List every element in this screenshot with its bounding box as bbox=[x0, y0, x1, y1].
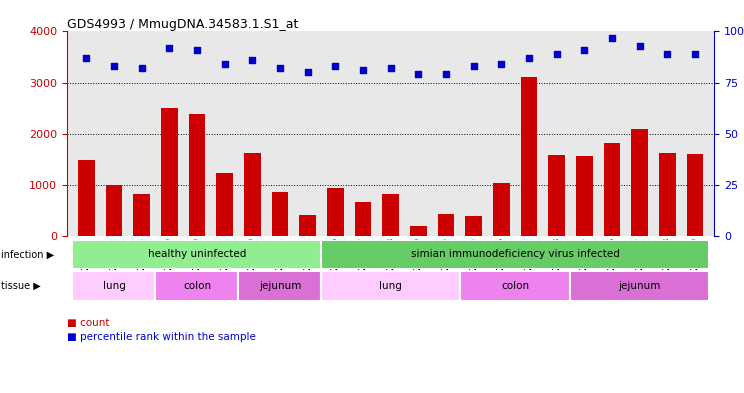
Bar bbox=[327, 188, 344, 236]
Text: infection ▶: infection ▶ bbox=[1, 250, 54, 259]
Text: lung: lung bbox=[379, 281, 402, 291]
Text: ■ count: ■ count bbox=[67, 318, 109, 328]
Bar bbox=[437, 214, 455, 236]
Bar bbox=[321, 271, 460, 301]
Bar bbox=[299, 215, 316, 236]
Point bbox=[468, 63, 480, 69]
Point bbox=[440, 71, 452, 77]
Text: simian immunodeficiency virus infected: simian immunodeficiency virus infected bbox=[411, 250, 620, 259]
Point bbox=[385, 65, 397, 72]
Bar bbox=[521, 77, 537, 236]
Bar bbox=[72, 271, 155, 301]
Text: colon: colon bbox=[501, 281, 529, 291]
Text: healthy uninfected: healthy uninfected bbox=[148, 250, 246, 259]
Bar bbox=[382, 194, 399, 236]
Point bbox=[219, 61, 231, 67]
Point bbox=[330, 63, 341, 69]
Text: colon: colon bbox=[183, 281, 211, 291]
Point bbox=[661, 51, 673, 57]
Text: GDS4993 / MmugDNA.34583.1.S1_at: GDS4993 / MmugDNA.34583.1.S1_at bbox=[67, 18, 298, 31]
Bar bbox=[239, 271, 321, 301]
Bar bbox=[687, 154, 703, 236]
Point bbox=[412, 71, 424, 77]
Point bbox=[80, 55, 92, 61]
Bar bbox=[659, 153, 676, 236]
Bar bbox=[189, 114, 205, 236]
Point bbox=[551, 51, 562, 57]
Text: lung: lung bbox=[103, 281, 126, 291]
Point bbox=[191, 47, 203, 53]
Point bbox=[135, 65, 147, 72]
Text: tissue ▶: tissue ▶ bbox=[1, 281, 40, 291]
Point bbox=[274, 65, 286, 72]
Bar bbox=[465, 217, 482, 236]
Bar bbox=[106, 185, 122, 236]
Point bbox=[523, 55, 535, 61]
Bar bbox=[631, 129, 648, 236]
Bar bbox=[493, 183, 510, 236]
Point bbox=[689, 51, 701, 57]
Bar bbox=[217, 173, 233, 236]
Bar bbox=[244, 153, 260, 236]
Bar bbox=[133, 194, 150, 236]
Bar bbox=[576, 156, 592, 236]
Point bbox=[246, 57, 258, 63]
Point bbox=[606, 35, 618, 41]
Bar bbox=[72, 240, 321, 269]
Bar bbox=[161, 108, 178, 236]
Text: ■ percentile rank within the sample: ■ percentile rank within the sample bbox=[67, 332, 256, 342]
Point bbox=[164, 45, 176, 51]
Bar bbox=[272, 192, 288, 236]
Point bbox=[357, 67, 369, 73]
Bar bbox=[603, 143, 620, 236]
Point bbox=[108, 63, 120, 69]
Bar bbox=[571, 271, 709, 301]
Point bbox=[634, 42, 646, 49]
Bar bbox=[355, 202, 371, 236]
Text: jejunum: jejunum bbox=[259, 281, 301, 291]
Point bbox=[578, 47, 590, 53]
Bar bbox=[548, 155, 565, 236]
Bar bbox=[460, 271, 571, 301]
Bar bbox=[78, 160, 94, 236]
Bar bbox=[410, 226, 426, 236]
Text: jejunum: jejunum bbox=[618, 281, 661, 291]
Bar bbox=[321, 240, 709, 269]
Bar bbox=[155, 271, 239, 301]
Point bbox=[496, 61, 507, 67]
Point bbox=[301, 69, 313, 75]
